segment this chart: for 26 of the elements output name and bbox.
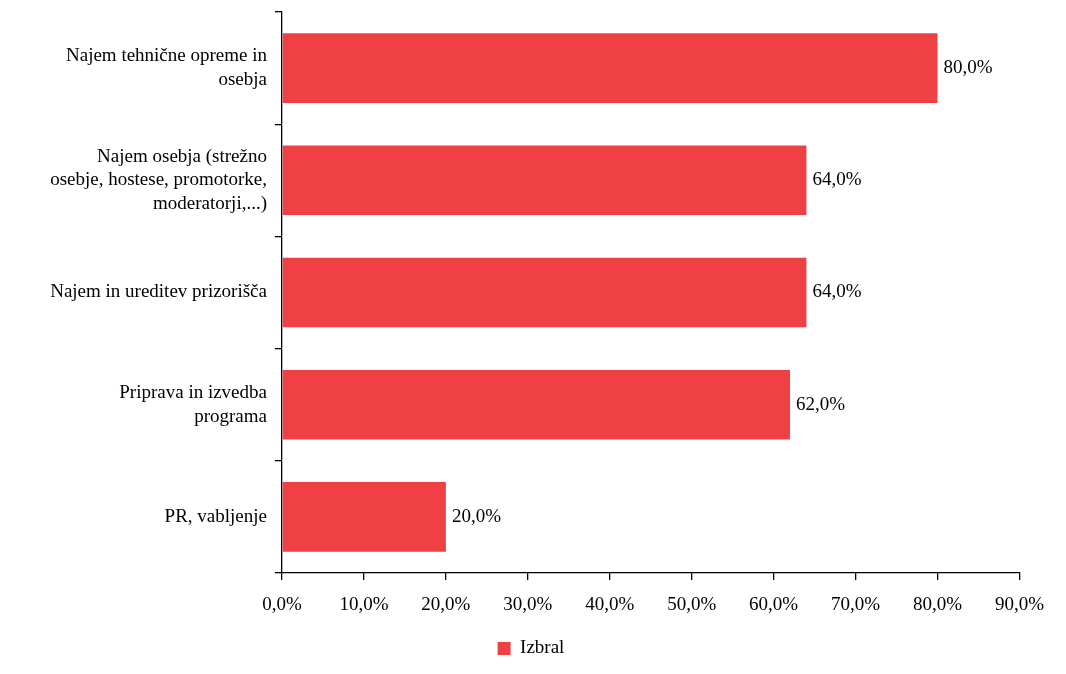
x-tick-label: 80,0% [912, 593, 963, 615]
bar [282, 482, 446, 552]
y-tick-label: Najem osebja (strežno osebje, hostese, promotorke, moderatorji,...) [50, 144, 267, 215]
data-label: 80,0% [943, 56, 993, 78]
x-tick-label: 0,0% [262, 593, 302, 615]
y-tick-label: Priprava in izvedba programa [119, 380, 268, 426]
x-tick-label: 60,0% [749, 593, 799, 615]
bar [282, 33, 938, 103]
data-label: 62,0% [796, 392, 846, 414]
data-label: 64,0% [812, 280, 862, 302]
x-tick-label: 30,0% [503, 593, 553, 615]
bar [282, 145, 807, 216]
bar [282, 369, 791, 440]
bar [282, 257, 807, 328]
y-tick-label: Najem in ureditev prizorišča [50, 280, 268, 302]
x-tick-label: 90,0% [994, 593, 1045, 615]
x-tick-label: 70,0% [831, 593, 881, 615]
x-tick-label: 50,0% [667, 593, 717, 615]
data-label: 20,0% [451, 504, 502, 526]
legend-label: Izbral [520, 636, 565, 658]
y-tick-label: PR, vabljenje [164, 504, 267, 526]
x-tick-label: 10,0% [339, 593, 389, 615]
data-label: 64,0% [812, 168, 862, 190]
x-tick-label: 20,0% [421, 593, 471, 615]
y-tick-label: Najem tehnične opreme in osebja [65, 44, 268, 89]
x-tick-label: 40,0% [585, 593, 635, 615]
